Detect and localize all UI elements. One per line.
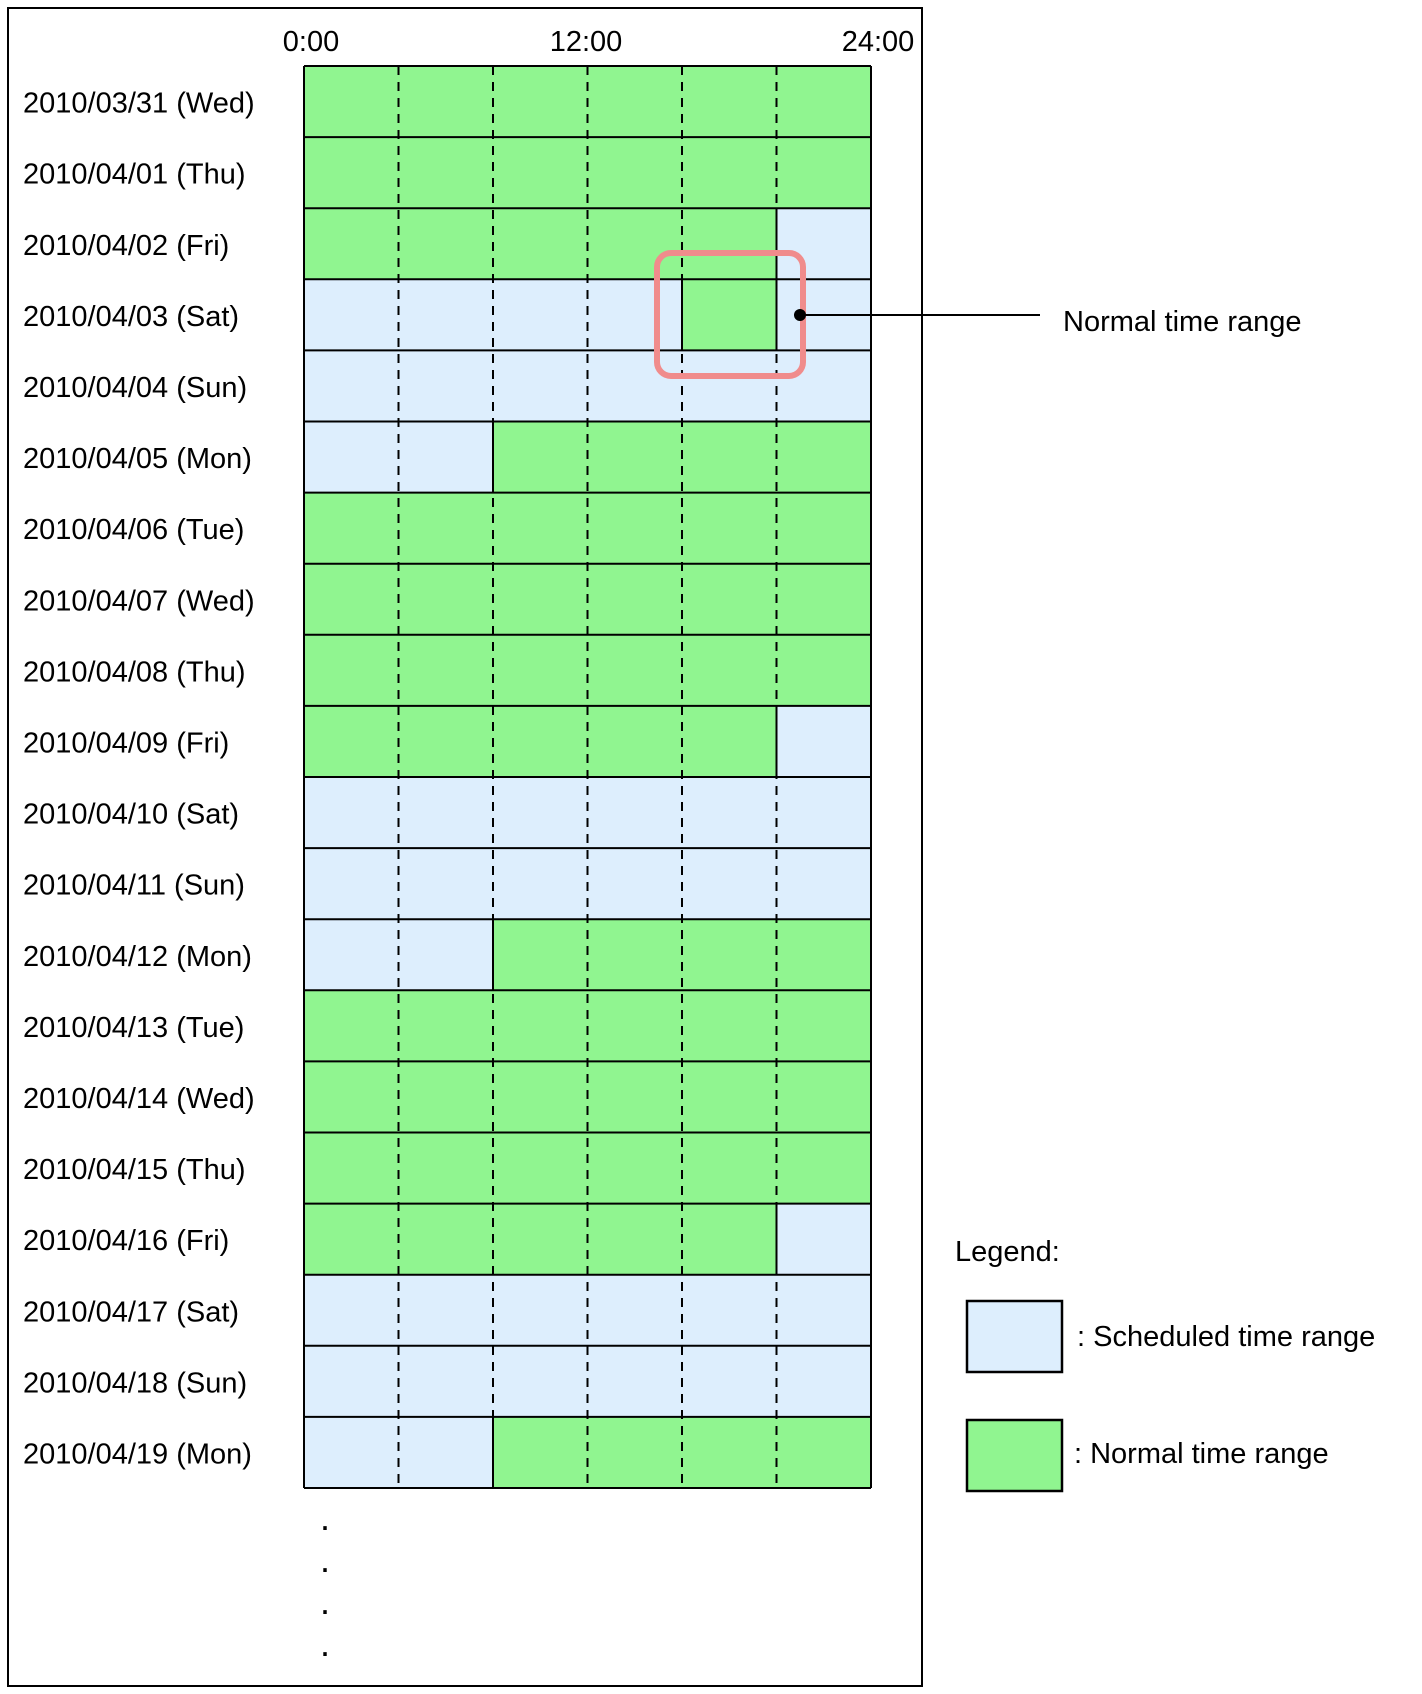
legend-swatch-scheduled: [965, 1299, 1064, 1374]
normal-range-cell: [304, 1203, 777, 1275]
normal-range-cell: [304, 705, 777, 777]
time-axis: 0:00 12:00 24:00: [283, 26, 915, 58]
legend: Legend: : Scheduled time range : Normal …: [955, 1236, 1375, 1493]
diagram-frame: [7, 7, 923, 1687]
callout-label: Normal time range: [1063, 306, 1302, 338]
hour-dividers: [397, 66, 778, 1488]
callout-dot: [794, 309, 806, 321]
date-labels: 2010/03/31 (Wed) 2010/04/01 (Thu) 2010/04/…: [23, 88, 255, 1471]
row-date-label: 2010/04/16 (Fri): [23, 1225, 229, 1257]
legend-swatch-normal: [965, 1418, 1064, 1493]
row-date-label: 2010/04/19 (Mon): [23, 1438, 252, 1470]
row-date-label: 2010/04/09 (Fri): [23, 727, 229, 759]
normal-range-cell: [682, 279, 777, 351]
continuation-dot: .: [320, 1497, 330, 1538]
axis-label-mid: 12:00: [550, 26, 623, 58]
legend-title: Legend:: [955, 1236, 1060, 1268]
row-date-label: 2010/04/11 (Sun): [23, 870, 245, 902]
row-date-label: 2010/04/13 (Tue): [23, 1012, 244, 1044]
normal-range-cell: [304, 208, 777, 280]
row-date-label: 2010/04/08 (Thu): [23, 656, 245, 688]
row-date-label: 2010/04/17 (Sat): [23, 1296, 239, 1328]
row-date-label: 2010/04/04 (Sun): [23, 372, 247, 404]
continuation-dot: .: [320, 1581, 330, 1622]
axis-label-start: 0:00: [283, 26, 339, 58]
row-date-label: 2010/04/18 (Sun): [23, 1367, 247, 1399]
continuation-dot: .: [320, 1539, 330, 1580]
row-date-label: 2010/04/07 (Wed): [23, 585, 255, 617]
row-date-label: 2010/04/06 (Tue): [23, 514, 244, 546]
row-date-label: 2010/04/14 (Wed): [23, 1083, 255, 1115]
axis-label-end: 24:00: [842, 26, 915, 58]
row-date-label: 2010/04/10 (Sat): [23, 799, 239, 831]
row-date-label: 2010/03/31 (Wed): [23, 88, 255, 120]
row-date-label: 2010/04/12 (Mon): [23, 941, 252, 973]
continuation-dot: .: [320, 1623, 330, 1664]
legend-label-scheduled: : Scheduled time range: [1077, 1321, 1375, 1353]
row-date-label: 2010/04/03 (Sat): [23, 301, 239, 333]
row-date-label: 2010/04/01 (Thu): [23, 159, 245, 191]
continuation-dots: . . . .: [320, 1497, 330, 1664]
legend-label-normal: : Normal time range: [1074, 1438, 1329, 1470]
row-date-label: 2010/04/05 (Mon): [23, 443, 252, 475]
row-date-label: 2010/04/02 (Fri): [23, 230, 229, 262]
row-date-label: 2010/04/15 (Thu): [23, 1154, 245, 1186]
